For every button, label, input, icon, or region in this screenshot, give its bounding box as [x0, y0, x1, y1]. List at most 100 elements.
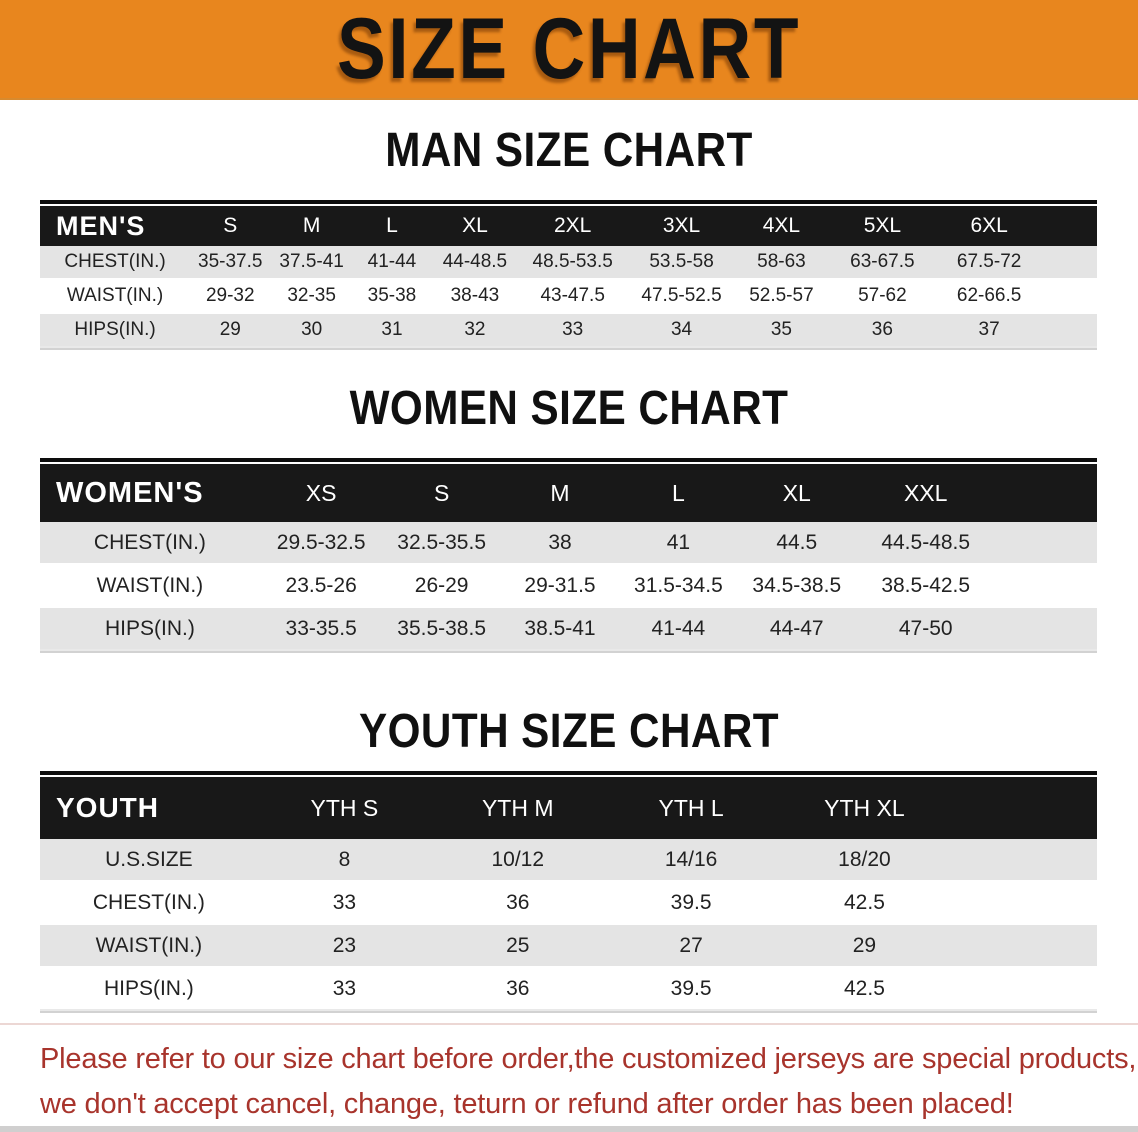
row-label: U.S.SIZE	[40, 839, 258, 882]
women-chest-row: CHEST(IN.) 29.5-32.5 32.5-35.5 38 41 44.…	[40, 522, 1097, 565]
women-header-row: WOMEN'S XS S M L XL XXL	[40, 462, 1097, 522]
disclaimer-text: Please refer to our size chart before or…	[40, 1037, 1138, 1127]
cell: 26-29	[382, 565, 501, 608]
men-column-header: 3XL	[626, 204, 737, 246]
cell: 62-66.5	[938, 280, 1040, 314]
cell: 23	[257, 925, 432, 968]
cell: 58-63	[736, 246, 827, 280]
cell: 48.5-53.5	[518, 246, 627, 280]
cell: 38	[500, 522, 620, 565]
youth-ussize-row: U.S.SIZE 8 10/12 14/16 18/20	[40, 839, 1097, 882]
cell: 42.5	[777, 882, 952, 925]
cell: 29	[777, 925, 952, 968]
cell: 37.5-41	[270, 246, 353, 280]
banner: SIZE CHART	[0, 0, 1138, 100]
cell: 23.5-26	[259, 565, 383, 608]
youth-column-header: YTH L	[604, 775, 778, 839]
spacer-cell	[951, 775, 1097, 839]
cell: 14/16	[604, 839, 778, 882]
men-column-header: 6XL	[938, 204, 1040, 246]
men-section-title: MAN SIZE CHART	[385, 124, 753, 177]
cell: 44-47	[737, 608, 856, 651]
spacer-cell	[1039, 204, 1097, 246]
cell: 39.5	[604, 968, 778, 1011]
men-header-row: MEN'S S M L XL 2XL 3XL 4XL 5XL 6XL	[40, 204, 1097, 246]
youth-chest-row: CHEST(IN.) 33 36 39.5 42.5	[40, 882, 1097, 925]
women-section-title: WOMEN SIZE CHART	[349, 382, 789, 435]
men-column-header: S	[190, 204, 271, 246]
men-column-header: L	[352, 204, 432, 246]
row-label: WAIST(IN.)	[40, 565, 260, 608]
men-hips-row: HIPS(IN.) 29 30 31 32 33 34 35 36 37	[40, 314, 1097, 348]
spacer-cell	[951, 882, 1097, 925]
row-label: CHEST(IN.)	[40, 882, 258, 925]
row-label: WAIST(IN.)	[40, 925, 258, 968]
cell: 8	[257, 839, 432, 882]
cell: 42.5	[777, 968, 952, 1011]
cell: 38.5-42.5	[855, 565, 996, 608]
spacer-cell	[995, 522, 1097, 565]
women-column-header: XXL	[855, 462, 996, 522]
youth-group-label: YOUTH	[40, 775, 258, 839]
women-waist-row: WAIST(IN.) 23.5-26 26-29 29-31.5 31.5-34…	[40, 565, 1097, 608]
row-label: HIPS(IN.)	[40, 968, 258, 1011]
spacer-cell	[995, 608, 1097, 651]
spacer-cell	[995, 565, 1097, 608]
men-group-label: MEN'S	[40, 204, 191, 246]
cell: 27	[604, 925, 778, 968]
cell: 37	[938, 314, 1040, 348]
cell: 47-50	[855, 608, 996, 651]
cell: 32-35	[270, 280, 353, 314]
cell: 34	[626, 314, 737, 348]
cell: 38.5-41	[500, 608, 620, 651]
cell: 10/12	[431, 839, 605, 882]
cell: 34.5-38.5	[737, 565, 856, 608]
cell: 29-31.5	[500, 565, 620, 608]
women-group-label: WOMEN'S	[40, 462, 260, 522]
cell: 33	[257, 968, 432, 1011]
spacer-cell	[951, 839, 1097, 882]
disclaimer-line-2: we don't accept cancel, change, teturn o…	[40, 1088, 1014, 1120]
disclaimer-line-1: Please refer to our size chart before or…	[40, 1043, 1137, 1075]
cell: 57-62	[826, 280, 939, 314]
youth-header-row: YOUTH YTH S YTH M YTH L YTH XL	[40, 775, 1097, 839]
cell: 47.5-52.5	[626, 280, 737, 314]
youth-waist-row: WAIST(IN.) 23 25 27 29	[40, 925, 1097, 968]
cell: 31.5-34.5	[619, 565, 738, 608]
cell: 44.5-48.5	[855, 522, 996, 565]
cell: 43-47.5	[518, 280, 627, 314]
cell: 44.5	[737, 522, 856, 565]
cell: 35-37.5	[190, 246, 271, 280]
men-size-table: MEN'S S M L XL 2XL 3XL 4XL 5XL 6XL CHEST…	[40, 200, 1097, 350]
row-label: WAIST(IN.)	[40, 280, 191, 314]
cell: 32	[431, 314, 519, 348]
cell: 33-35.5	[259, 608, 383, 651]
row-label: HIPS(IN.)	[40, 314, 191, 348]
youth-section-title: YOUTH SIZE CHART	[358, 705, 780, 758]
cell: 29	[190, 314, 271, 348]
youth-hips-row: HIPS(IN.) 33 36 39.5 42.5	[40, 968, 1097, 1011]
cell: 30	[270, 314, 353, 348]
cell: 18/20	[777, 839, 952, 882]
cell: 35.5-38.5	[382, 608, 501, 651]
spacer-cell	[1039, 314, 1097, 348]
cell: 52.5-57	[736, 280, 827, 314]
women-size-table: WOMEN'S XS S M L XL XXL CHEST(IN.) 29.5-…	[40, 458, 1097, 653]
youth-column-header: YTH XL	[777, 775, 952, 839]
cell: 38-43	[431, 280, 519, 314]
women-column-header: XS	[259, 462, 383, 522]
spacer-cell	[951, 968, 1097, 1011]
row-label: HIPS(IN.)	[40, 608, 260, 651]
cell: 63-67.5	[826, 246, 939, 280]
youth-size-table: YOUTH YTH S YTH M YTH L YTH XL U.S.SIZE …	[40, 771, 1097, 1013]
men-column-header: M	[270, 204, 353, 246]
cell: 25	[431, 925, 605, 968]
row-label: CHEST(IN.)	[40, 246, 191, 280]
men-waist-row: WAIST(IN.) 29-32 32-35 35-38 38-43 43-47…	[40, 280, 1097, 314]
cell: 44-48.5	[431, 246, 519, 280]
youth-column-header: YTH M	[431, 775, 605, 839]
row-label: CHEST(IN.)	[40, 522, 260, 565]
spacer-cell	[951, 925, 1097, 968]
cell: 35	[736, 314, 827, 348]
